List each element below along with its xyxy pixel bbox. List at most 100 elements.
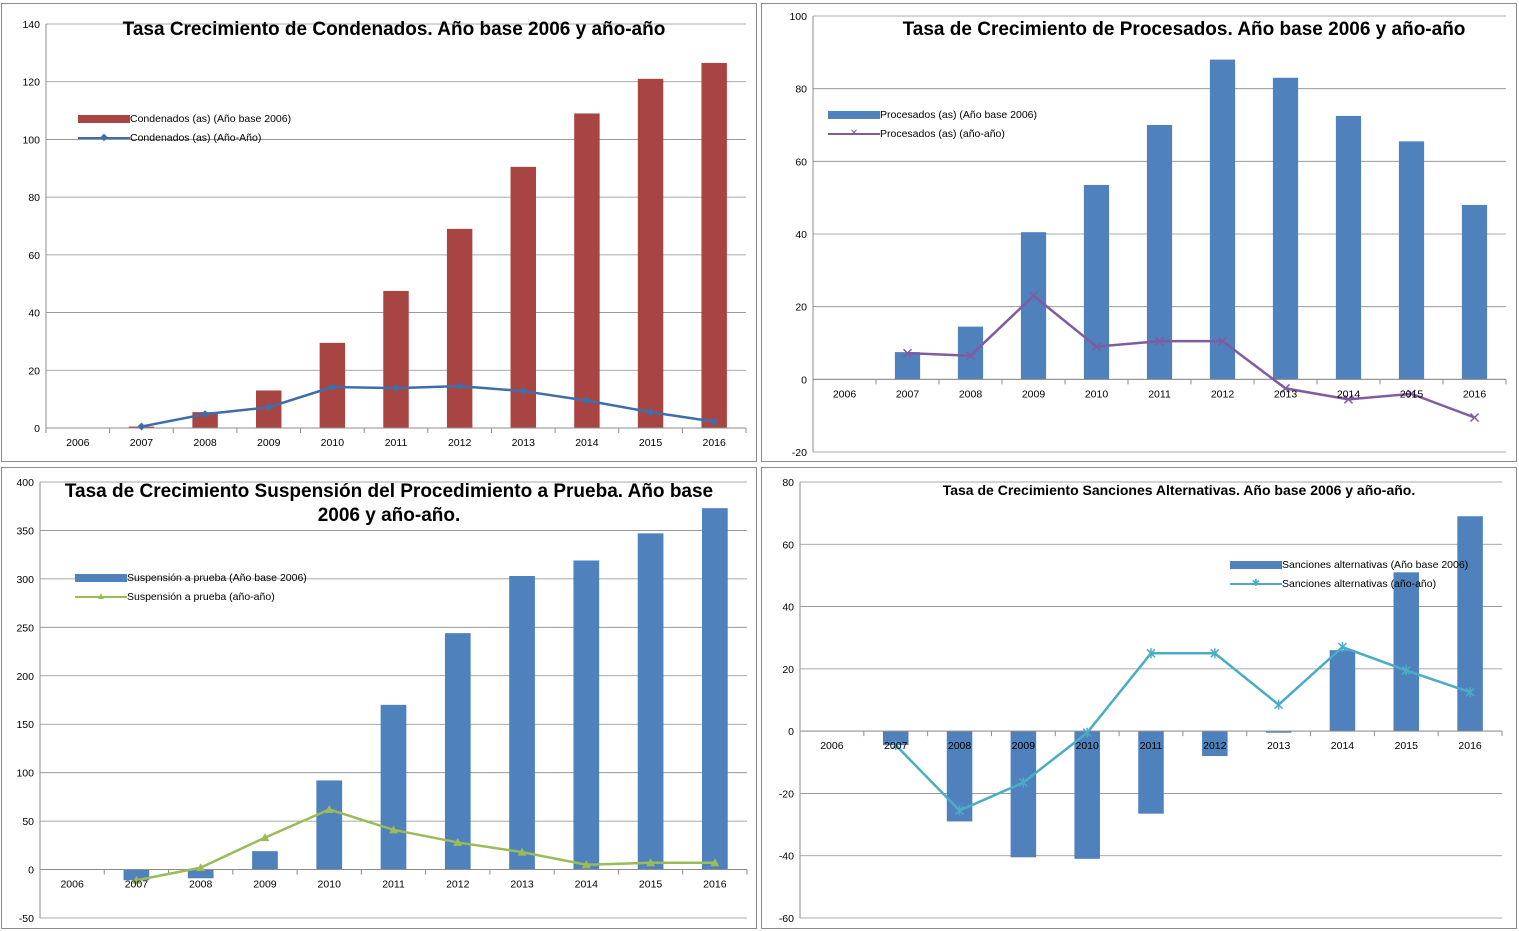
x-tick-label: 2010 — [321, 437, 345, 449]
line-point-marker — [1280, 383, 1291, 393]
y-tick-label: 150 — [16, 719, 34, 731]
x-tick-label: 2006 — [820, 740, 844, 752]
y-tick-label: 0 — [34, 423, 40, 435]
bar — [1010, 731, 1037, 858]
line-point-marker — [264, 403, 273, 412]
legend-swatch-fill — [78, 114, 130, 123]
x-tick-label: 2013 — [1274, 388, 1298, 400]
legend-label: Procesados (as) (Año base 2006) — [880, 108, 1038, 121]
bar — [957, 326, 984, 380]
bar — [252, 851, 278, 870]
line-point-marker — [1465, 687, 1475, 698]
x-tick-label: 2010 — [1076, 740, 1100, 752]
y-tick-label: -50 — [19, 913, 34, 925]
line-point-marker — [137, 422, 146, 431]
x-tick-label: 2016 — [1458, 740, 1482, 752]
line-point-marker — [581, 860, 591, 869]
chart-title: Tasa de Crecimiento de Procesados. Año b… — [902, 19, 1466, 40]
line-point-marker — [324, 804, 334, 813]
legend-label: Suspensión a prueba (año-año) — [127, 590, 275, 603]
x-tick-label: 2007 — [884, 740, 908, 752]
x-tick-label: 2014 — [1337, 388, 1361, 400]
line-point-marker — [955, 805, 965, 816]
legend-swatch-fill — [75, 573, 127, 582]
y-tick-label: 40 — [28, 308, 40, 320]
bar — [1209, 59, 1236, 380]
x-tick-label: 2014 — [575, 437, 599, 449]
bar — [1138, 731, 1164, 814]
x-tick-label: 2014 — [575, 879, 599, 891]
line-point-marker — [1018, 777, 1028, 788]
legend-marker-icon: ◆ — [100, 131, 108, 143]
legend-label: Sanciones alternativas (año-año) — [1282, 577, 1437, 590]
legend-label: Condenados (as) (Año-Año) — [130, 131, 262, 144]
line-point-marker — [1091, 342, 1102, 352]
bar — [1329, 650, 1356, 732]
line-point-marker — [453, 837, 463, 846]
line-point-marker — [196, 863, 206, 872]
chart-title: Tasa Crecimiento de Condenados. Año base… — [122, 19, 666, 40]
line-point-marker — [519, 387, 528, 396]
bar — [380, 704, 407, 870]
bar — [1457, 516, 1483, 732]
line-point-marker — [1401, 665, 1411, 676]
x-tick-label: 2008 — [959, 388, 983, 400]
chart-plot-suspension: -50 0 50 100 150 200 250 300 350 400 2006 2007 2008 2… — [16, 477, 748, 925]
bar — [702, 508, 728, 870]
bar — [1272, 77, 1299, 380]
x-tick-label: 2006 — [66, 437, 90, 449]
y-tick-label: 80 — [782, 477, 794, 489]
legend-entry: Suspensión a prueba (Año base 2006) — [75, 568, 307, 587]
y-tick-label: 60 — [28, 250, 40, 262]
chart-panel-sanciones: -60 -40 -20 0 20 40 60 80 2006 2007 2008 2009 2010 20… — [761, 467, 1517, 929]
y-tick-label: 100 — [16, 768, 34, 780]
legend-marker-icon: ✕ — [849, 127, 859, 139]
bar — [573, 560, 600, 870]
x-tick-label: 2008 — [948, 740, 972, 752]
legend-swatch-fill — [828, 110, 880, 119]
legend-entry: Condenados (as) (Año base 2006) — [78, 109, 291, 128]
legend-line-swatch: ◆ — [78, 131, 130, 143]
x-tick-label: 2010 — [1085, 388, 1109, 400]
line-point-marker — [1028, 291, 1039, 301]
chart-panel-procesados: -20 0 20 40 60 80 100 2006 2007 2008 2009 2010 2011 2… — [761, 3, 1517, 462]
x-tick-label: 2012 — [446, 879, 470, 891]
y-tick-label: 60 — [795, 156, 807, 168]
bar — [894, 352, 921, 380]
x-tick-label: 2013 — [512, 437, 536, 449]
x-tick-label: 2016 — [703, 437, 727, 449]
legend-label: Suspensión a prueba (Año base 2006) — [127, 571, 307, 584]
x-tick-label: 2012 — [448, 437, 472, 449]
x-tick-label: 2009 — [253, 879, 277, 891]
y-tick-label: 60 — [782, 539, 794, 551]
y-tick-label: 20 — [795, 302, 807, 314]
y-tick-label: 120 — [22, 77, 40, 89]
legend-entry: ✕ Procesados (as) (año-año) — [828, 124, 1037, 143]
bar — [509, 575, 535, 870]
chart-title: Tasa de Crecimiento Suspensión del Proce… — [64, 481, 714, 526]
x-tick-label: 2009 — [257, 437, 281, 449]
legend-bar-swatch — [75, 573, 127, 583]
x-tick-label: 2016 — [703, 879, 727, 891]
legend-entry: ✱ Sanciones alternativas (año-año) — [1230, 574, 1468, 593]
y-tick-label: 40 — [782, 602, 794, 614]
bar — [446, 228, 473, 428]
x-tick-label: 2015 — [1395, 740, 1419, 752]
bar — [1083, 184, 1110, 380]
bar — [1335, 115, 1362, 380]
x-tick-label: 2011 — [1148, 388, 1171, 400]
chart-plot-procesados: -20 0 20 40 60 80 100 2006 2007 2008 2009 2010 2011 2… — [789, 11, 1507, 459]
y-tick-label: 50 — [22, 816, 34, 828]
x-tick-label: 2007 — [125, 879, 149, 891]
line-point-marker — [1217, 336, 1228, 346]
chart-plot-sanciones: -60 -40 -20 0 20 40 60 80 2006 2007 2008 2009 2010 20… — [779, 477, 1503, 925]
legend-entry: Procesados (as) (Año base 2006) — [828, 105, 1037, 124]
bar — [383, 290, 409, 428]
bar — [510, 166, 536, 429]
x-tick-label: 2011 — [382, 879, 405, 891]
y-tick-label: 350 — [16, 525, 34, 537]
bar — [1202, 731, 1228, 757]
y-tick-label: 400 — [16, 477, 34, 489]
line-point-marker — [392, 384, 400, 393]
series-line — [907, 294, 1475, 419]
